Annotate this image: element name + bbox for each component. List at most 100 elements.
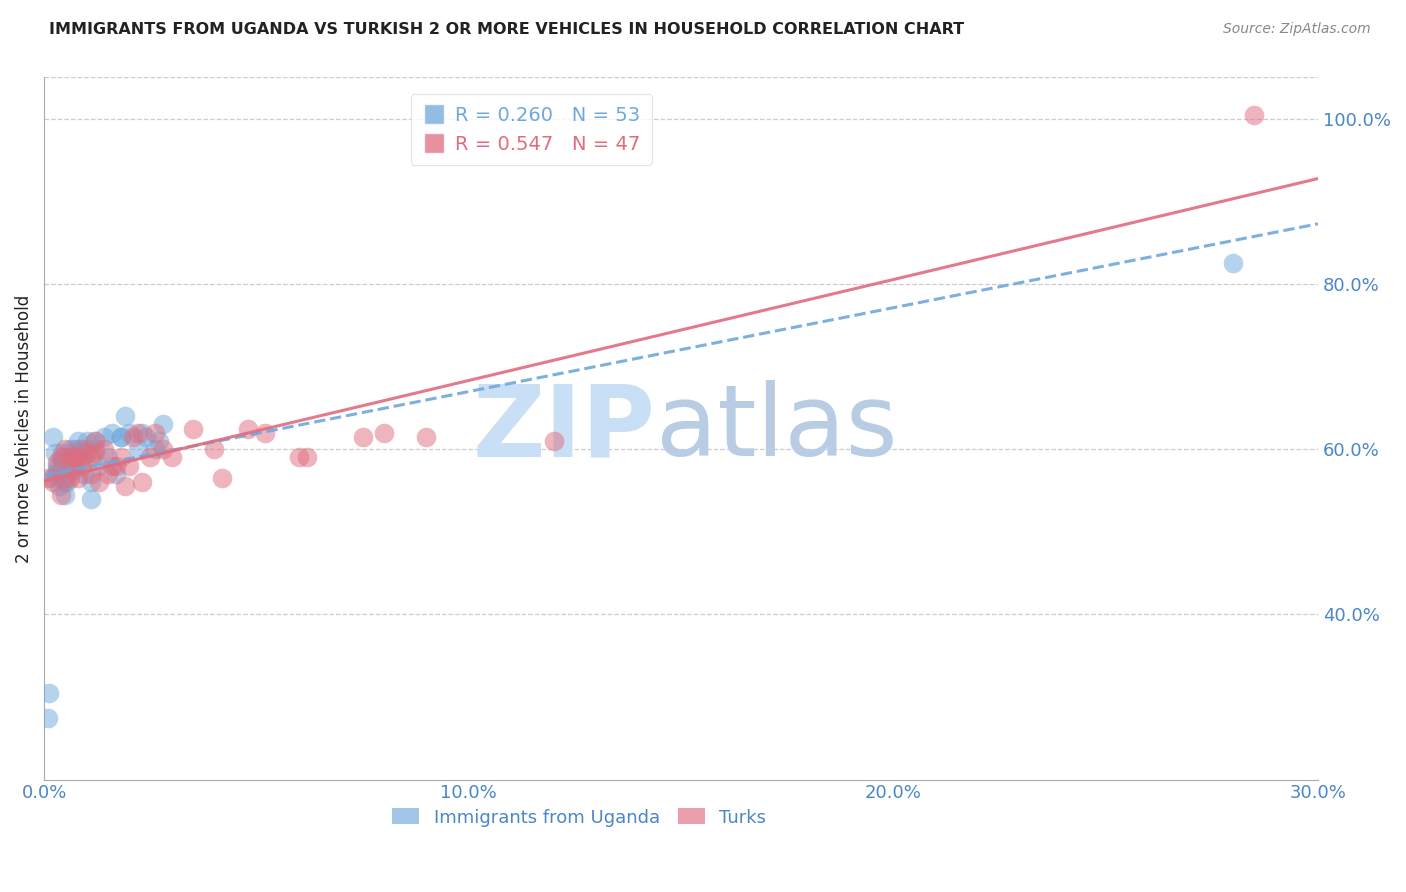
Point — [72, 458, 94, 473]
Point — [51, 446, 73, 460]
Point — [415, 430, 437, 444]
Point — [118, 425, 141, 440]
Point — [67, 442, 90, 457]
Point — [38, 686, 60, 700]
Point — [84, 446, 107, 460]
Point — [84, 434, 107, 448]
Point — [45, 454, 67, 468]
Point — [49, 471, 72, 485]
Point — [131, 475, 153, 490]
Point — [41, 471, 63, 485]
Point — [58, 463, 80, 477]
Point — [110, 430, 132, 444]
Point — [152, 442, 174, 457]
Point — [48, 479, 70, 493]
Point — [80, 491, 103, 506]
Point — [63, 442, 86, 457]
Point — [543, 434, 565, 448]
Point — [80, 467, 103, 481]
Point — [49, 487, 72, 501]
Point — [76, 446, 98, 460]
Text: IMMIGRANTS FROM UGANDA VS TURKISH 2 OR MORE VEHICLES IN HOUSEHOLD CORRELATION CH: IMMIGRANTS FROM UGANDA VS TURKISH 2 OR M… — [49, 22, 965, 37]
Point — [352, 430, 374, 444]
Point — [127, 425, 149, 440]
Point — [105, 467, 128, 481]
Point — [67, 471, 90, 485]
Point — [49, 463, 72, 477]
Point — [84, 442, 107, 457]
Point — [63, 458, 86, 473]
Point — [63, 463, 86, 477]
Point — [53, 442, 76, 457]
Point — [80, 475, 103, 490]
Point — [76, 434, 98, 448]
Point — [202, 442, 225, 457]
Point — [58, 442, 80, 457]
Point — [1222, 256, 1244, 270]
Point — [67, 450, 90, 465]
Point — [110, 450, 132, 465]
Point — [122, 430, 145, 444]
Point — [41, 475, 63, 490]
Point — [69, 446, 91, 460]
Point — [89, 475, 111, 490]
Point — [44, 446, 66, 460]
Point — [67, 434, 90, 448]
Point — [45, 458, 67, 473]
Point — [152, 417, 174, 432]
Point — [63, 450, 86, 465]
Point — [53, 467, 76, 481]
Point — [53, 475, 76, 490]
Point — [37, 711, 59, 725]
Point — [114, 409, 136, 424]
Point — [56, 475, 79, 490]
Point — [110, 430, 132, 444]
Point — [97, 450, 120, 465]
Point — [89, 458, 111, 473]
Point — [72, 442, 94, 457]
Y-axis label: 2 or more Vehicles in Household: 2 or more Vehicles in Household — [15, 294, 32, 563]
Point — [135, 430, 157, 444]
Point — [76, 442, 98, 457]
Point — [80, 450, 103, 465]
Point — [181, 421, 204, 435]
Point — [58, 471, 80, 485]
Text: atlas: atlas — [655, 380, 897, 477]
Point — [72, 450, 94, 465]
Point — [63, 458, 86, 473]
Point — [118, 458, 141, 473]
Point — [52, 450, 75, 465]
Point — [73, 467, 96, 481]
Point — [42, 430, 65, 444]
Point — [253, 425, 276, 440]
Point — [101, 425, 124, 440]
Text: Source: ZipAtlas.com: Source: ZipAtlas.com — [1223, 22, 1371, 37]
Legend: Immigrants from Uganda, Turks: Immigrants from Uganda, Turks — [385, 801, 773, 834]
Point — [114, 479, 136, 493]
Point — [127, 442, 149, 457]
Point — [93, 430, 115, 444]
Point — [37, 471, 59, 485]
Point — [53, 471, 76, 485]
Point — [65, 450, 87, 465]
Point — [288, 450, 311, 465]
Point — [45, 463, 67, 477]
Text: ZIP: ZIP — [472, 380, 655, 477]
Point — [101, 458, 124, 473]
Point — [373, 425, 395, 440]
Point — [49, 450, 72, 465]
Point — [131, 425, 153, 440]
Point — [139, 450, 162, 465]
Point — [45, 467, 67, 481]
Point — [60, 450, 83, 465]
Point — [160, 450, 183, 465]
Point — [1243, 107, 1265, 121]
Point — [148, 434, 170, 448]
Point — [58, 450, 80, 465]
Point — [143, 442, 166, 457]
Point — [93, 442, 115, 457]
Point — [72, 450, 94, 465]
Point — [143, 425, 166, 440]
Point — [297, 450, 319, 465]
Point — [84, 434, 107, 448]
